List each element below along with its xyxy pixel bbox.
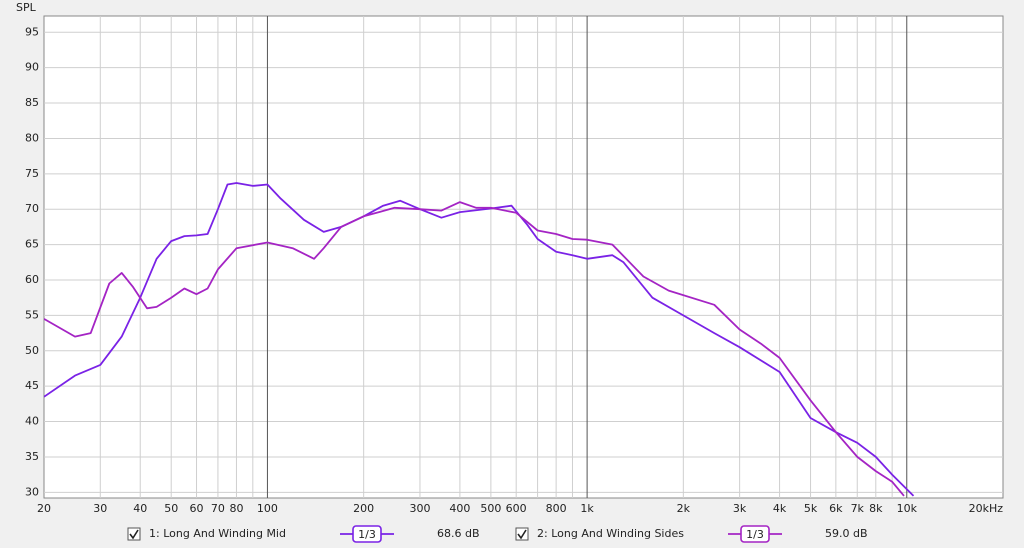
x-tick-label: 500 [480, 502, 501, 515]
y-tick-label: 95 [25, 25, 39, 38]
y-tick-label: 55 [25, 308, 39, 321]
y-tick-label: 35 [25, 450, 39, 463]
y-tick-label: 90 [25, 61, 39, 74]
x-tick-label: 400 [449, 502, 470, 515]
x-tick-label: 40 [133, 502, 147, 515]
x-tick-label: 10k [897, 502, 918, 515]
y-tick-label: 40 [25, 415, 39, 428]
x-tick-label: 7k [851, 502, 865, 515]
x-tick-label: 5k [804, 502, 818, 515]
level-label: 68.6 dB [437, 527, 480, 540]
x-tick-label: 600 [506, 502, 527, 515]
x-tick-label: 6k [829, 502, 843, 515]
series-line [44, 201, 905, 497]
x-tick-label: 30 [93, 502, 107, 515]
x-tick-label: 20kHz [969, 502, 1004, 515]
x-tick-label: 60 [190, 502, 204, 515]
smoothing-label: 1/3 [746, 528, 764, 541]
x-tick-label: 8k [869, 502, 883, 515]
y-tick-label: 65 [25, 238, 39, 251]
y-tick-label: 45 [25, 379, 39, 392]
x-tick-label: 3k [733, 502, 747, 515]
level-label: 59.0 dB [825, 527, 868, 540]
x-tick-label: 800 [546, 502, 567, 515]
x-tick-label: 70 [211, 502, 225, 515]
y-tick-label: 30 [25, 485, 39, 498]
checkmark [517, 529, 527, 540]
smoothing-box[interactable] [352, 525, 382, 543]
legend-label: 1: Long And Winding Mid [149, 527, 286, 540]
x-tick-label: 80 [229, 502, 243, 515]
y-axis-label: SPL [16, 1, 37, 14]
y-tick-label: 85 [25, 96, 39, 109]
legend-label: 2: Long And Winding Sides [537, 527, 684, 540]
x-tick-label: 20 [37, 502, 51, 515]
x-tick-label: 4k [773, 502, 787, 515]
y-tick-label: 60 [25, 273, 39, 286]
x-tick-label: 2k [677, 502, 691, 515]
x-tick-label: 1k [580, 502, 594, 515]
smoothing-label: 1/3 [358, 528, 376, 541]
y-tick-label: 80 [25, 131, 39, 144]
y-tick-label: 50 [25, 344, 39, 357]
y-tick-label: 75 [25, 167, 39, 180]
x-tick-label: 100 [257, 502, 278, 515]
y-tick-label: 70 [25, 202, 39, 215]
checkmark [129, 529, 139, 540]
smoothing-box[interactable] [740, 525, 770, 543]
legend-checkbox[interactable] [127, 527, 141, 541]
legend-checkbox[interactable] [515, 527, 529, 541]
x-tick-label: 300 [409, 502, 430, 515]
plot-area [43, 15, 1004, 499]
x-tick-label: 50 [164, 502, 178, 515]
x-tick-label: 200 [353, 502, 374, 515]
